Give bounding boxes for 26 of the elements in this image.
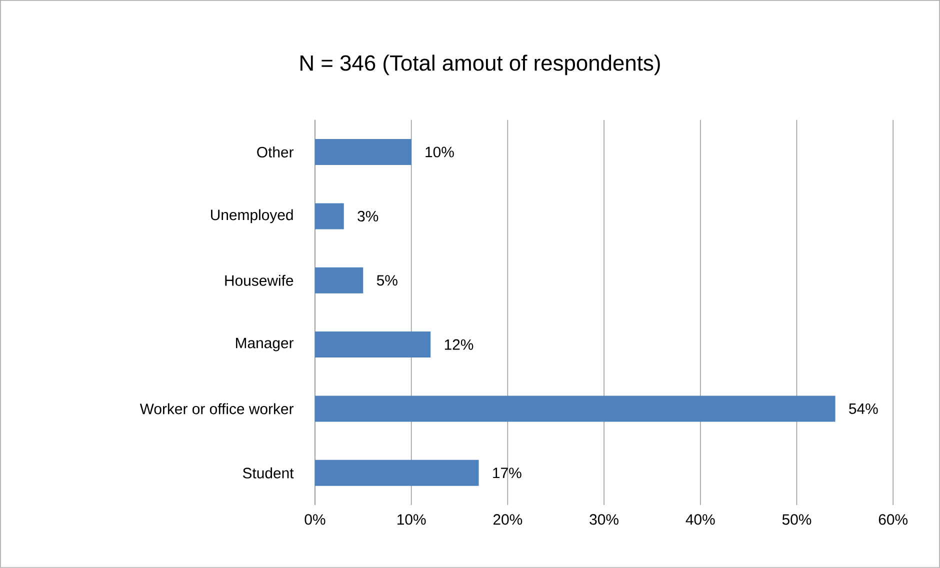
y-tick-label: Other	[257, 146, 294, 158]
data-label: 17%	[493, 468, 522, 478]
x-tick-label: 0%	[304, 514, 326, 525]
data-label: 10%	[426, 146, 454, 158]
x-tick-label: 20%	[493, 514, 522, 525]
y-tick-label: Unemployed	[211, 209, 293, 224]
bar	[314, 460, 479, 486]
bar	[314, 139, 412, 166]
x-tick-label: 10%	[398, 514, 426, 525]
x-tick-label: 40%	[686, 514, 715, 525]
data-label: 5%	[376, 275, 398, 286]
x-tick-label: 60%	[878, 514, 908, 525]
data-label: 12%	[444, 339, 474, 350]
y-tick-label: Manager	[236, 338, 294, 352]
bar	[314, 203, 344, 230]
bar	[314, 332, 431, 358]
x-tick-label: 30%	[590, 514, 618, 525]
bar	[314, 267, 364, 294]
y-tick-label: Student	[242, 467, 294, 478]
y-tick-label: Housewife	[225, 274, 294, 286]
x-tick-label: 50%	[782, 514, 812, 525]
chart-title: N = 346 (Total amout of respondents)	[300, 54, 660, 76]
data-label: 3%	[358, 210, 378, 222]
y-tick-label: Worker or office worker	[140, 403, 294, 414]
data-label: 54%	[849, 404, 878, 414]
bar	[314, 396, 836, 422]
